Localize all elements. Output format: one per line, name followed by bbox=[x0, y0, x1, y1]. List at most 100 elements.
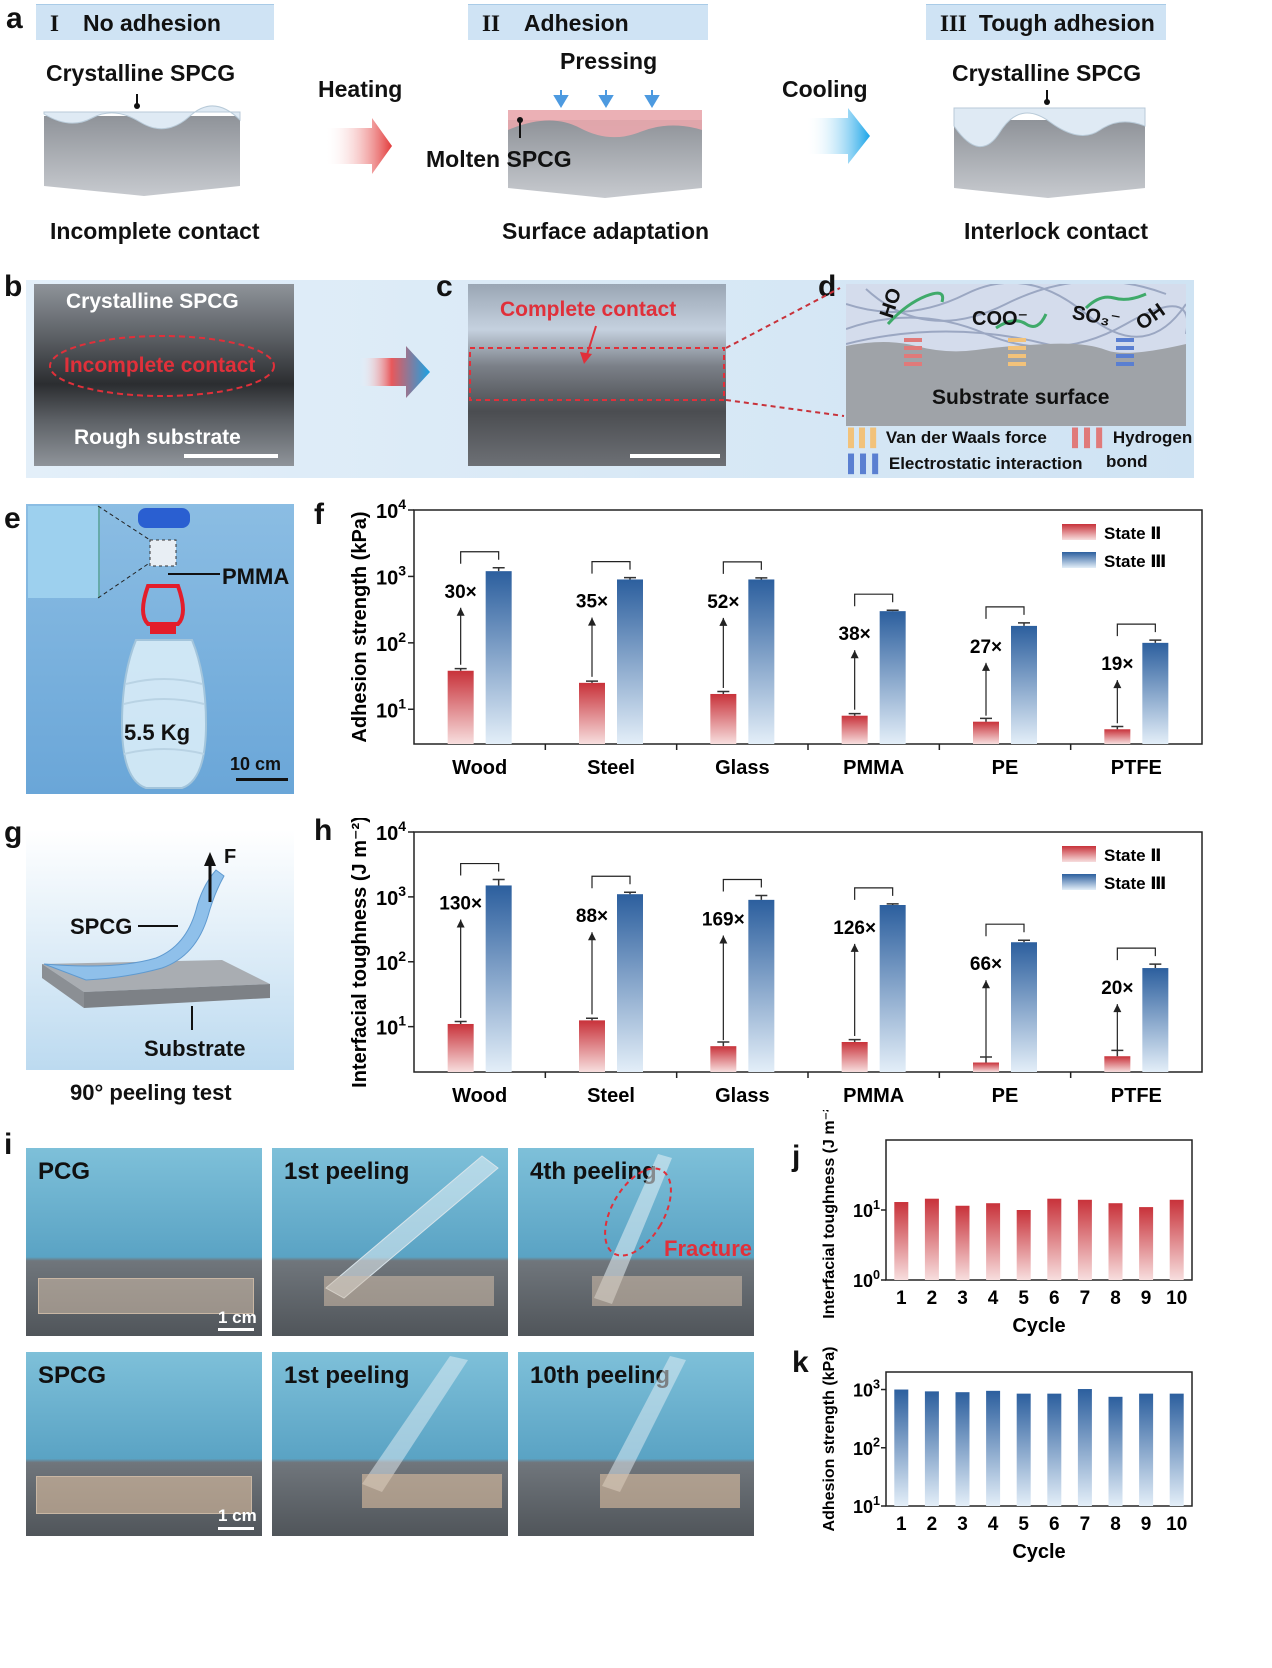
chart-h-legend-swatch-0 bbox=[1062, 846, 1096, 862]
chart-k-bar-2 bbox=[955, 1392, 970, 1506]
photo-spcg-10th: 10th peeling bbox=[518, 1352, 754, 1536]
chart-j-bar-5 bbox=[1047, 1198, 1062, 1280]
chart-j-xlabel-6: 7 bbox=[1080, 1288, 1091, 1309]
chart-f-arrowhead-4 bbox=[982, 662, 990, 671]
chart-h-arrowhead-0 bbox=[456, 919, 465, 928]
pcg-label: PCG bbox=[38, 1158, 91, 1185]
chart-f-ytick-label-3: 104 bbox=[376, 496, 406, 523]
chart-h-xlabel-3: PMMA bbox=[843, 1085, 904, 1107]
chart-h-bracket-1 bbox=[591, 875, 631, 889]
stage-3-material: Crystalline SPCG bbox=[952, 60, 1142, 86]
chart-h-bracket-0 bbox=[460, 862, 500, 876]
stage-1-material: Crystalline SPCG bbox=[46, 60, 236, 86]
chart-j-bar-1 bbox=[924, 1198, 939, 1280]
schematic-d: HO COO⁻ SO₃⁻ OH Substrate surface bbox=[846, 284, 1186, 426]
chart-h-bracket-3 bbox=[854, 887, 894, 900]
chart-h-bar-state3-3 bbox=[879, 904, 906, 1072]
chart-f-ytick-label-2: 103 bbox=[376, 562, 406, 589]
chart-k-xlabel-9: 10 bbox=[1166, 1514, 1187, 1535]
chart-h-frame bbox=[413, 831, 1203, 1073]
stage-2-force: Pressing bbox=[560, 48, 658, 74]
spcg-layer-label: SPCG bbox=[70, 914, 133, 939]
legend-hbond-line2: bond bbox=[1106, 452, 1148, 471]
c-label: Complete contact bbox=[500, 298, 677, 321]
chart-j-bar-3 bbox=[986, 1203, 1001, 1280]
chart-h-bar-state3-4 bbox=[1011, 942, 1037, 1072]
chart-f-arrowhead-1 bbox=[588, 617, 596, 626]
chart-h-xlabel-0: Wood bbox=[452, 1085, 507, 1107]
chart-h-arrowhead-3 bbox=[850, 943, 859, 952]
chart-h-err-state2-0 bbox=[454, 1020, 467, 1024]
chart-h-xlabel-5: PTFE bbox=[1111, 1085, 1162, 1107]
chart-h-ratio-5: 20× bbox=[1101, 978, 1133, 999]
chart-k-ytick-label-1: 102 bbox=[853, 1436, 880, 1459]
chart-f-bar-state3-0 bbox=[485, 571, 512, 744]
chart-j-bar-2 bbox=[955, 1205, 970, 1280]
chart-h-arrowhead-2 bbox=[719, 935, 728, 944]
chart-h-legend-label-0: State Ⅱ bbox=[1104, 846, 1162, 865]
chart-f-bar-state3-3 bbox=[879, 611, 906, 744]
stage-3-header: III Tough adhesion bbox=[926, 4, 1166, 40]
chart-k-ylabel: Adhesion strength (kPa) bbox=[822, 1347, 838, 1532]
chart-f-err-state2-4 bbox=[980, 717, 992, 722]
b-bottom-label: Rough substrate bbox=[74, 426, 241, 449]
chart-k-xlabel-3: 4 bbox=[988, 1514, 999, 1535]
spcg-label: SPCG bbox=[38, 1362, 107, 1389]
chart-f-xlabel-2: Glass bbox=[715, 757, 769, 779]
panel-label-a: a bbox=[6, 2, 23, 35]
chart-h-bar-state2-4 bbox=[973, 1062, 999, 1072]
chart-k-ytick-label-2: 103 bbox=[853, 1377, 880, 1400]
chart-h-legend-label-1: State Ⅲ bbox=[1104, 874, 1166, 893]
chart-j: 100 101 Interfacial toughness (J m⁻²) 1 2 3 4 5… bbox=[822, 1110, 1193, 1337]
chart-j-xlabel-3: 4 bbox=[988, 1288, 999, 1309]
chart-h-bracket-2 bbox=[722, 878, 762, 892]
chart-h-err-state3-2 bbox=[755, 894, 768, 900]
chart-f-xlabel-3: PMMA bbox=[843, 757, 904, 779]
chart-h-bar-state2-1 bbox=[579, 1020, 605, 1072]
spcg-frame2-label: 10th peeling bbox=[530, 1362, 671, 1389]
chart-j-bar-6 bbox=[1077, 1199, 1092, 1280]
stage-2-header: II Adhesion bbox=[468, 4, 708, 40]
chart-j-bar-8 bbox=[1139, 1207, 1154, 1280]
chart-k-bar-3 bbox=[986, 1390, 1001, 1506]
chart-f-bar-state3-5 bbox=[1142, 642, 1169, 744]
legend-hbond-swatch: ▌▌▌ bbox=[1072, 428, 1109, 447]
stage-1-title: No adhesion bbox=[82, 10, 221, 36]
chart-k-xlabel-8: 9 bbox=[1141, 1514, 1152, 1535]
chart-h-ytick-label-1: 102 bbox=[376, 948, 406, 975]
legend-electrostatic-swatch: ▌▌▌ bbox=[848, 454, 885, 473]
chart-f-xlabel-1: Steel bbox=[587, 757, 635, 779]
sem-image-c: Complete contact bbox=[468, 284, 726, 466]
chart-k-xlabel-0: 1 bbox=[896, 1514, 907, 1535]
chart-f-xlabel-0: Wood bbox=[452, 757, 507, 779]
chart-f-legend-swatch-1 bbox=[1062, 552, 1096, 568]
chart-h-ylabel: Interfacial toughness (J m⁻²) bbox=[349, 818, 371, 1088]
stage-1-header: I No adhesion bbox=[36, 4, 274, 40]
chart-f-ytick-label-1: 102 bbox=[376, 629, 406, 656]
chart-h-bar-state2-5 bbox=[1104, 1056, 1131, 1072]
chart-h-ratio-2: 169× bbox=[702, 910, 745, 931]
chart-j-xlabel-7: 8 bbox=[1110, 1288, 1121, 1309]
chart-h-err-state3-0 bbox=[492, 878, 505, 886]
peel-caption: 90° peeling test bbox=[70, 1080, 232, 1105]
panel-label-c: c bbox=[436, 270, 453, 303]
chart-f-bar-state2-1 bbox=[579, 682, 605, 744]
chart-h-err-state2-3 bbox=[848, 1038, 861, 1042]
chart-f-bracket-5 bbox=[1116, 623, 1156, 637]
group-coo: COO⁻ bbox=[972, 308, 1029, 330]
chart-h-bar-state2-0 bbox=[447, 1023, 474, 1072]
chart-j-xlabel-1: 2 bbox=[927, 1288, 938, 1309]
stage-1-contact: Incomplete contact bbox=[50, 218, 260, 244]
stage-2-contact: Surface adaptation bbox=[502, 218, 710, 244]
stage-2-title: Adhesion bbox=[523, 10, 629, 36]
chart-j-ytick-label-1: 101 bbox=[853, 1198, 880, 1221]
substrate-surface-label: Substrate surface bbox=[932, 386, 1110, 409]
chart-j-bar-7 bbox=[1108, 1203, 1123, 1280]
chart-f-bar-state2-5 bbox=[1104, 729, 1131, 744]
chart-f-bracket-2 bbox=[722, 561, 762, 574]
chart-k-bar-5 bbox=[1047, 1393, 1062, 1506]
chart-f-ytick-label-0: 101 bbox=[376, 695, 406, 722]
chart-f-ratio-3: 38× bbox=[839, 624, 871, 645]
chart-j-xlabel-8: 9 bbox=[1141, 1288, 1152, 1309]
